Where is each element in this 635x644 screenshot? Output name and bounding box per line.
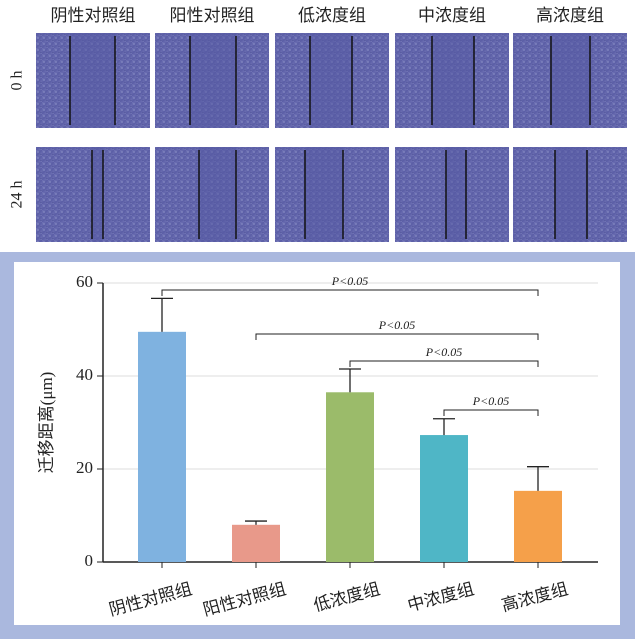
significance-label: P<0.05 — [472, 394, 509, 408]
bar — [232, 525, 280, 562]
bar — [514, 491, 562, 562]
bar — [420, 435, 468, 562]
scratch-area — [199, 147, 236, 242]
bar — [326, 392, 374, 562]
y-tick-label: 40 — [76, 365, 93, 384]
column-label: 阴性对照组 — [51, 6, 136, 25]
significance-label: P<0.05 — [378, 318, 415, 332]
scratch-area — [446, 147, 466, 242]
column-label: 中浓度组 — [418, 6, 486, 25]
y-tick-label: 0 — [85, 551, 94, 570]
plot-background — [14, 262, 620, 625]
scratch-area — [432, 33, 474, 128]
significance-label: P<0.05 — [331, 274, 368, 288]
micrograph-grid: 阴性对照组 阳性对照组 低浓度组 中浓度组 高浓度组 0 h 24 h — [9, 6, 627, 242]
scratch-area — [190, 33, 236, 128]
scratch-area — [551, 33, 590, 128]
scratch-area — [305, 147, 343, 242]
scratch-area — [92, 147, 103, 242]
bar — [138, 332, 186, 562]
y-tick-label: 60 — [76, 272, 93, 291]
column-label: 高浓度组 — [536, 6, 604, 25]
figure: 阴性对照组 阳性对照组 低浓度组 中浓度组 高浓度组 0 h 24 h 0 20 40 60 迁移距… — [0, 0, 635, 639]
column-label: 阳性对照组 — [170, 6, 255, 25]
significance-label: P<0.05 — [425, 345, 462, 359]
row-label: 0 h — [9, 71, 26, 91]
scratch-area — [555, 147, 587, 242]
row-label: 24 h — [9, 181, 26, 209]
y-tick-label: 20 — [76, 458, 93, 477]
column-label: 低浓度组 — [298, 6, 366, 25]
scratch-area — [70, 33, 115, 128]
y-axis-label: 迁移距离(μm) — [37, 372, 56, 474]
scratch-area — [310, 33, 352, 128]
